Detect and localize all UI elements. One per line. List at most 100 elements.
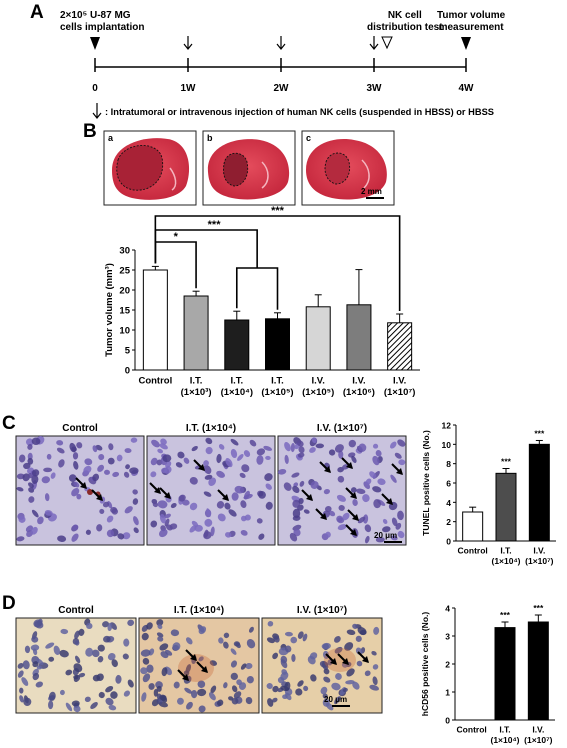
significance-label: *** <box>271 205 285 217</box>
significance-label: * <box>174 231 179 243</box>
x-tick-label: I.V. <box>393 376 406 387</box>
scale-label-c: 20 μm <box>374 531 397 540</box>
x-tick-label-sub: (1×10⁴) <box>490 735 519 745</box>
x-tick-label: I.V. <box>533 546 545 556</box>
tumor-event-line1: Tumor volume <box>437 10 506 21</box>
x-tick-label-sub: (1×10⁵) <box>302 387 334 398</box>
brain-section-b <box>202 130 296 206</box>
nk-event-line2: distribution test <box>367 22 443 33</box>
panel-b-label: B <box>83 121 97 142</box>
y-tick-label: 1 <box>445 688 450 698</box>
y-tick-label: 12 <box>442 421 452 431</box>
nk-distribution-marker-icon <box>381 36 393 50</box>
start-event-line1: 2×10⁵ U-87 MG <box>60 10 131 21</box>
y-tick-label: 2 <box>446 517 451 527</box>
x-tick-label-sub: (1×10⁵) <box>261 387 293 398</box>
brain-section-a <box>103 130 197 206</box>
tick-label-2w: 2W <box>274 83 290 94</box>
x-tick-label: I.T. <box>230 376 243 387</box>
bar <box>527 621 549 721</box>
tumor-outline-b <box>223 152 249 187</box>
injection-legend-text: : Intratumoral or intravenous injection … <box>105 107 494 117</box>
tunel-image-control <box>15 435 145 546</box>
y-axis-label: TUNEL positive cells (No.) <box>421 430 431 536</box>
x-tick-label-sub: (1×10³) <box>181 387 212 398</box>
y-tick-label: 6 <box>446 479 451 489</box>
bar <box>387 322 413 371</box>
bar <box>494 627 516 721</box>
x-tick-label-sub: (1×10⁴) <box>221 387 253 398</box>
bar <box>305 306 331 371</box>
start-event-line2: cells implantation <box>60 22 145 33</box>
y-tick-label: 4 <box>446 498 451 508</box>
y-axis-label: Tumor volume (mm³) <box>104 263 115 357</box>
scale-label-b: 2 mm <box>361 187 382 196</box>
x-tick-label-sub: (1×10⁴) <box>491 556 520 566</box>
y-tick-label: 2 <box>445 660 450 670</box>
implantation-marker-icon <box>90 37 100 50</box>
tunel-image-iv <box>277 435 407 546</box>
bar <box>224 319 250 371</box>
tumor-measurement-marker-icon <box>461 37 471 50</box>
ihc-image-control <box>15 617 137 714</box>
y-tick-label: 10 <box>442 440 452 450</box>
y-tick-label: 3 <box>445 632 450 642</box>
nk-event-line1: NK cell <box>387 10 422 21</box>
x-tick-label: I.T. <box>499 725 510 735</box>
panel-c-label: C <box>2 413 16 434</box>
y-tick-label: 0 <box>446 537 451 547</box>
image-letter-c: c <box>306 133 311 143</box>
brain-section-c <box>301 130 395 206</box>
y-tick-label: 30 <box>119 246 130 257</box>
x-tick-label: I.V. <box>532 725 544 735</box>
panel-b-brain-images: a b c 2 mm <box>103 130 395 206</box>
tick-label-0: 0 <box>92 83 98 94</box>
ihc-image-iv <box>261 617 383 714</box>
x-tick-label: I.T. <box>190 376 203 387</box>
image-letter-b: b <box>207 133 213 143</box>
injection-arrows <box>92 36 379 119</box>
x-tick-label: Control <box>457 725 487 735</box>
ihc-image-it <box>138 617 260 714</box>
injection-arrow-icon <box>183 36 193 50</box>
chart-tumor-volume: 0 5 10 15 20 25 30 Tumor volume (mm³) Control I.T… <box>104 205 420 398</box>
significance-label: *** <box>208 219 222 231</box>
scale-label-d: 20 μm <box>324 695 347 704</box>
x-tick-label-sub: (1×10⁶) <box>343 387 375 398</box>
x-tick-label: I.T. <box>500 546 511 556</box>
x-tick-label: Control <box>458 546 488 556</box>
start-event-label: 2×10⁵ U-87 MG cells implantation <box>60 10 144 34</box>
timeline-ticks <box>94 58 467 72</box>
significance-label: *** <box>501 457 512 467</box>
ihc-caption-it: I.T. (1×10⁴) <box>173 605 225 616</box>
panel-d-label: D <box>2 593 16 614</box>
injection-arrow-icon <box>276 36 286 50</box>
bar <box>265 318 290 371</box>
bar <box>142 269 168 371</box>
x-tick-label: I.V. <box>312 376 325 387</box>
y-tick-label: 4 <box>445 604 450 614</box>
tick-label-4w: 4W <box>459 83 475 94</box>
x-tick-label: Control <box>138 376 172 387</box>
x-tick-label-sub: (1×10⁷) <box>524 735 552 745</box>
panel-a-label: A <box>30 2 44 23</box>
ihc-caption-control: Control <box>58 605 94 616</box>
y-tick-label: 25 <box>119 266 130 277</box>
significance-bracket <box>154 215 401 311</box>
ihc-caption-iv: I.V. (1×10⁷) <box>296 605 348 616</box>
y-axis-label: hCD56 positive cells (No.) <box>420 612 430 717</box>
tick-label-1w: 1W <box>181 83 197 94</box>
y-tick-label: 0 <box>445 716 450 726</box>
image-letter-a: a <box>108 133 114 143</box>
legend-arrow-icon <box>92 103 102 119</box>
x-tick-label: I.V. <box>352 376 365 387</box>
significance-label: *** <box>533 603 544 613</box>
significance-label: *** <box>500 610 511 620</box>
bar <box>346 304 372 371</box>
timeline: 0 1W 2W 3W 4W : Intratumoral or intraven… <box>90 36 494 119</box>
x-tick-label-sub: (1×10⁷) <box>525 556 553 566</box>
y-tick-label: 0 <box>125 366 130 377</box>
